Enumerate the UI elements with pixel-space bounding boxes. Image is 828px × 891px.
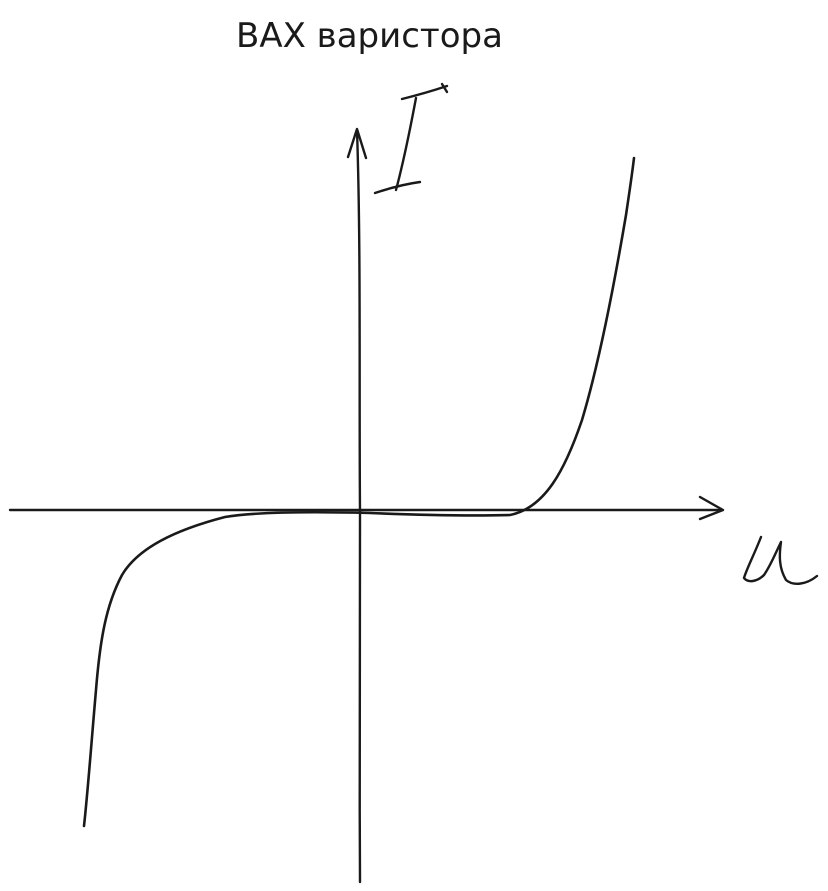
svg-text:U: U: [780, 529, 824, 599]
y-axis-label: I: [373, 82, 449, 209]
x-axis-arrowhead: [698, 495, 725, 521]
iv-curve: [82, 156, 636, 828]
diagram-title: ВАХ варистора: [236, 16, 503, 56]
x-axis-label: U: [742, 529, 824, 599]
y-axis-line: [355, 128, 362, 884]
y-axis-arrowhead: [346, 127, 368, 160]
svg-text:I: I: [408, 97, 436, 209]
